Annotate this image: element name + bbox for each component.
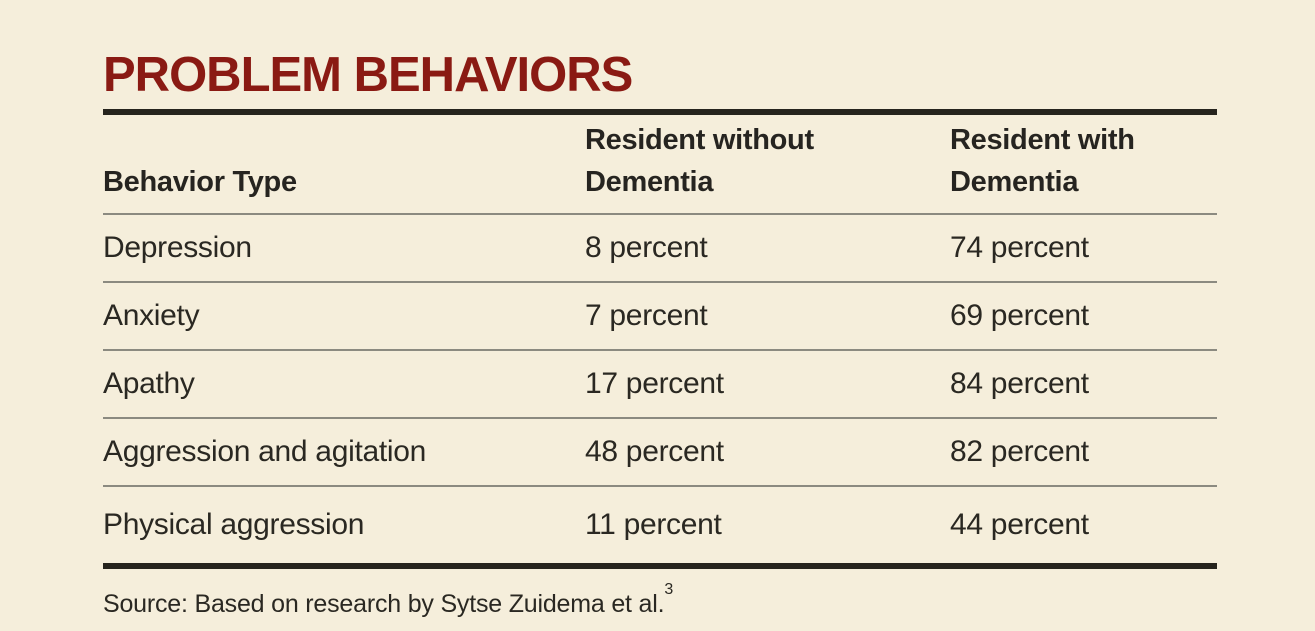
cell-without-dementia: 8 percent [585,231,708,264]
cell-without-dementia: 11 percent [585,508,722,541]
cell-behavior: Anxiety [103,299,200,332]
cell-with-dementia: 44 percent [950,508,1089,541]
cell-with-dementia: 74 percent [950,231,1089,264]
source-note: Source: Based on research by Sytse Zuide… [103,581,1217,619]
cell-behavior: Aggression and agitation [103,435,427,468]
source-text: Source: Based on research by Sytse Zuide… [103,590,665,618]
cell-with-dementia: 84 percent [950,367,1089,400]
table-row: Anxiety 7 percent 69 percent [103,283,1217,351]
title-rule [103,109,1217,115]
bottom-rule [103,563,1217,569]
column-header-behavior-type: Behavior Type [103,165,297,198]
cell-without-dementia: 7 percent [585,299,708,332]
figure-title: PROBLEM BEHAVIORS [103,48,633,102]
table-header-row: Behavior Type Resident without Dementia … [103,115,1217,215]
table-row: Aggression and agitation 48 percent 82 p… [103,419,1217,487]
cell-behavior: Physical aggression [103,508,365,541]
column-header-resident-with-dementia: Resident with Dementia [950,123,1135,198]
table-row: Physical aggression 11 percent 44 percen… [103,487,1217,563]
table-row: Apathy 17 percent 84 percent [103,351,1217,419]
table-row: Depression 8 percent 74 percent [103,215,1217,283]
cell-with-dementia: 69 percent [950,299,1089,332]
footnote-reference: 3 [664,580,674,598]
cell-without-dementia: 17 percent [585,367,724,400]
cell-behavior: Depression [103,231,252,264]
column-header-resident-without-dementia: Resident without Dementia [585,123,814,198]
cell-behavior: Apathy [103,367,195,400]
cell-without-dementia: 48 percent [585,435,724,468]
behaviors-table: Behavior Type Resident without Dementia … [103,115,1217,563]
cell-with-dementia: 82 percent [950,435,1089,468]
